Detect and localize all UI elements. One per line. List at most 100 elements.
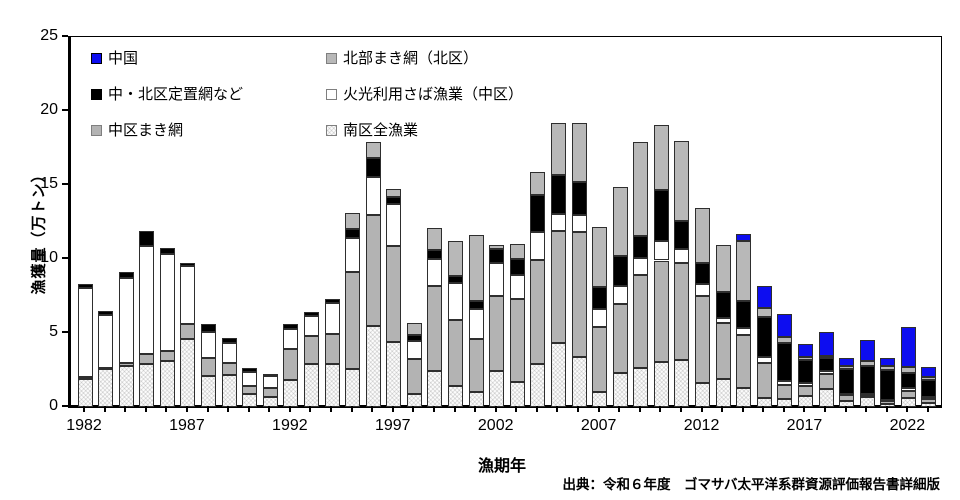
bar-segment xyxy=(303,311,319,316)
bar-segment xyxy=(530,194,546,232)
bar-segment xyxy=(797,344,813,357)
bar-segment xyxy=(139,364,155,407)
bar-segment xyxy=(859,365,875,394)
bar-segment xyxy=(859,395,875,398)
bar-segment xyxy=(921,403,937,407)
bar-segment xyxy=(139,230,155,247)
bar-segment xyxy=(797,386,813,396)
bar-segment xyxy=(324,364,340,407)
bar-segment xyxy=(550,230,566,343)
bar-segment xyxy=(345,238,361,272)
legend-marker xyxy=(91,52,102,64)
bar-segment xyxy=(653,361,669,407)
bar-segment xyxy=(427,285,443,371)
bar-segment xyxy=(592,327,608,393)
bar-segment xyxy=(880,404,896,407)
bar-segment xyxy=(674,249,690,263)
y-tick-label: 20 xyxy=(40,101,58,118)
bar-segment xyxy=(489,370,505,407)
bar-segment xyxy=(118,365,134,407)
bar-segment xyxy=(221,375,237,407)
bar-segment xyxy=(612,372,628,407)
bar-segment xyxy=(448,385,464,407)
bar-segment xyxy=(777,313,793,338)
bar-segment xyxy=(242,385,258,395)
bar-segment xyxy=(797,356,813,361)
bar-segment xyxy=(736,233,752,242)
bar-segment xyxy=(406,358,422,395)
bar-segment xyxy=(777,381,793,385)
bar-segment xyxy=(674,140,690,222)
x-tick xyxy=(535,406,538,412)
bar-segment xyxy=(550,213,566,231)
bar-segment xyxy=(221,342,237,363)
bar-segment xyxy=(159,253,175,351)
bar-segment xyxy=(118,278,134,363)
bar-segment xyxy=(303,364,319,407)
bar-segment xyxy=(386,196,402,205)
bar-segment xyxy=(509,381,525,407)
bar-segment xyxy=(592,287,608,309)
bar-segment xyxy=(571,357,587,407)
bar-segment xyxy=(797,383,813,387)
x-tick xyxy=(165,406,168,412)
x-tick-label: 1992 xyxy=(272,417,308,434)
bar-segment xyxy=(777,337,793,343)
bar-segment xyxy=(386,341,402,407)
bar-segment xyxy=(571,231,587,358)
bar-segment xyxy=(489,296,505,371)
bar-segment xyxy=(736,301,752,328)
bar-segment xyxy=(859,339,875,362)
bar-segment xyxy=(324,298,340,304)
legend-label: 中・北区定置網など xyxy=(108,85,244,103)
bar-segment xyxy=(859,397,875,407)
bar-segment xyxy=(839,401,855,407)
x-tick xyxy=(453,406,456,412)
bar-segment xyxy=(900,398,916,407)
bar-segment xyxy=(839,395,855,402)
bar-segment xyxy=(839,368,855,394)
bar-segment xyxy=(77,287,93,377)
x-tick xyxy=(906,406,909,412)
bar-segment xyxy=(715,318,731,323)
bar-segment xyxy=(674,221,690,250)
y-tick xyxy=(62,405,68,407)
x-tick xyxy=(597,406,600,412)
bar-segment xyxy=(303,316,319,336)
bar-segment xyxy=(489,244,505,250)
bar-segment xyxy=(139,353,155,365)
bar-segment xyxy=(365,325,381,407)
bar-segment xyxy=(448,240,464,277)
x-tick xyxy=(721,406,724,412)
legend-marker xyxy=(326,52,337,64)
x-tick xyxy=(412,406,415,412)
x-tick xyxy=(288,406,291,412)
x-tick xyxy=(803,406,806,412)
legend-label: 南区全漁業 xyxy=(343,121,419,139)
bar-segment xyxy=(633,236,649,258)
y-axis-title: 漁獲量（万トン） xyxy=(30,166,48,295)
y-tick xyxy=(62,35,68,37)
legend-label: 北部まき網（北区） xyxy=(343,49,479,67)
x-tick xyxy=(515,406,518,412)
bar-segment xyxy=(509,275,525,299)
legend-item: 中・北区定置網など xyxy=(91,85,244,103)
x-tick xyxy=(659,406,662,412)
bar-segment xyxy=(653,190,669,241)
legend: 中国 北部まき網（北区） 中・北区定置網など 火光利用さば漁業（中区） 中区まき網 南区全… xyxy=(69,37,941,177)
bar-segment xyxy=(797,395,813,407)
bar-segment xyxy=(550,122,566,176)
legend-item: 中国 xyxy=(91,51,138,66)
bar-segment xyxy=(201,324,216,332)
bar-segment xyxy=(756,285,772,308)
bar-segment xyxy=(695,207,711,263)
x-tick xyxy=(844,406,847,412)
legend-marker xyxy=(91,124,102,136)
bar-segment xyxy=(159,350,175,362)
bar-segment xyxy=(77,378,93,407)
bar-segment xyxy=(695,262,711,285)
bar-segment xyxy=(221,338,237,343)
bar-segment xyxy=(468,338,484,393)
bar-segment xyxy=(797,360,813,384)
